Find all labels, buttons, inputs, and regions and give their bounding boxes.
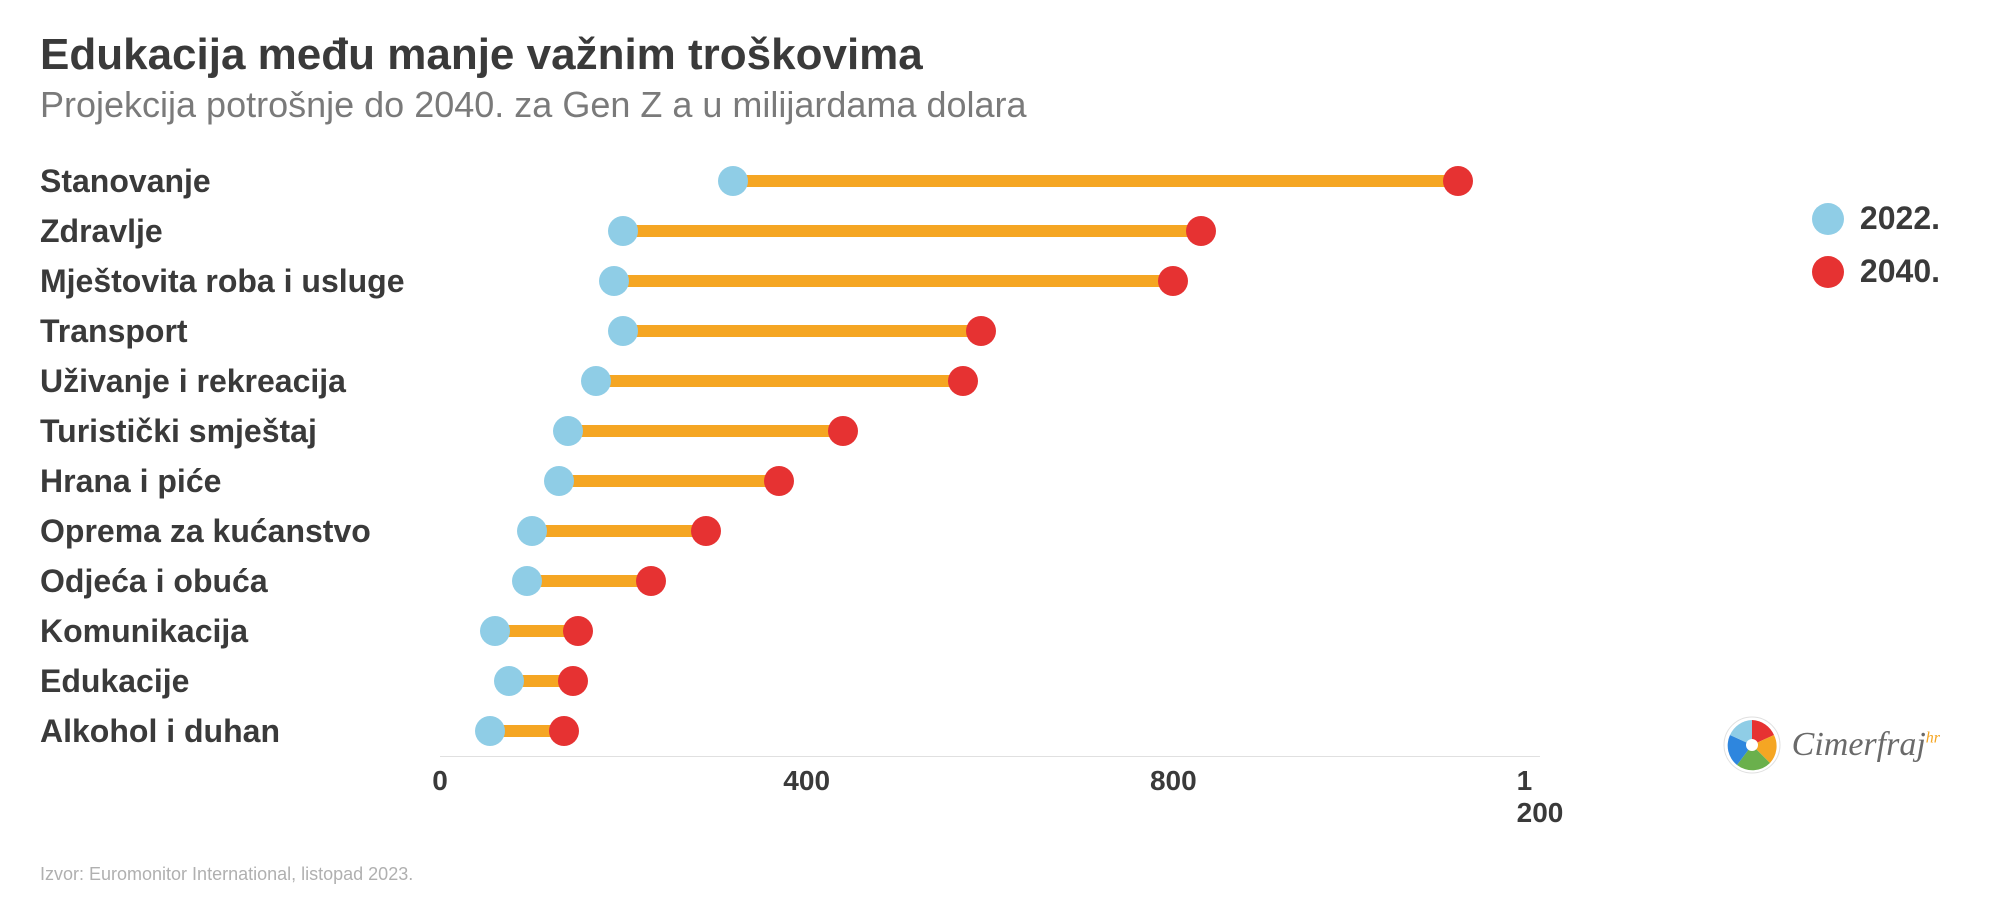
x-tick-label: 400 xyxy=(783,765,830,797)
marker-2040 xyxy=(1158,266,1188,296)
chart-row: Alkohol i duhan xyxy=(40,706,1960,756)
marker-2040 xyxy=(1186,216,1216,246)
marker-2040 xyxy=(966,316,996,346)
marker-2022 xyxy=(494,666,524,696)
connector-bar xyxy=(527,575,651,587)
row-track xyxy=(440,306,1540,356)
marker-2022 xyxy=(475,716,505,746)
marker-2040 xyxy=(948,366,978,396)
chart-row: Mještovita roba i usluge xyxy=(40,256,1960,306)
row-label: Komunikacija xyxy=(40,613,440,650)
row-track xyxy=(440,606,1540,656)
row-track xyxy=(440,356,1540,406)
legend: 2022. 2040. xyxy=(1812,200,1940,306)
x-axis: 04008001 200 xyxy=(440,756,1540,796)
source-text: Izvor: Euromonitor International, listop… xyxy=(40,864,413,885)
marker-2040 xyxy=(764,466,794,496)
row-track xyxy=(440,656,1540,706)
marker-2022 xyxy=(718,166,748,196)
chart-row: Zdravlje xyxy=(40,206,1960,256)
row-label: Alkohol i duhan xyxy=(40,713,440,750)
legend-label: 2022. xyxy=(1860,200,1940,237)
row-track xyxy=(440,506,1540,556)
chart-title: Edukacija među manje važnim troškovima xyxy=(40,30,1960,80)
row-track xyxy=(440,406,1540,456)
marker-2022 xyxy=(608,316,638,346)
logo: Cimerfrajhr xyxy=(1722,715,1940,775)
logo-icon xyxy=(1722,715,1782,775)
row-label: Edukacije xyxy=(40,663,440,700)
legend-item: 2022. xyxy=(1812,200,1940,237)
marker-2022 xyxy=(512,566,542,596)
row-label: Oprema za kućanstvo xyxy=(40,513,440,550)
chart-row: Hrana i piće xyxy=(40,456,1960,506)
row-label: Mještovita roba i usluge xyxy=(40,263,440,300)
chart-row: Edukacije xyxy=(40,656,1960,706)
connector-bar xyxy=(596,375,963,387)
row-label: Stanovanje xyxy=(40,163,440,200)
marker-2040 xyxy=(828,416,858,446)
connector-bar xyxy=(568,425,843,437)
chart-row: Uživanje i rekreacija xyxy=(40,356,1960,406)
connector-bar xyxy=(623,225,1201,237)
row-label: Uživanje i rekreacija xyxy=(40,363,440,400)
chart-row: Turistički smještaj xyxy=(40,406,1960,456)
chart-row: Transport xyxy=(40,306,1960,356)
row-track xyxy=(440,556,1540,606)
chart-row: Komunikacija xyxy=(40,606,1960,656)
row-track xyxy=(440,706,1540,756)
x-tick-label: 0 xyxy=(432,765,448,797)
connector-bar xyxy=(532,525,706,537)
x-tick-label: 1 200 xyxy=(1517,765,1564,829)
chart-row: Oprema za kućanstvo xyxy=(40,506,1960,556)
connector-bar xyxy=(559,475,779,487)
chart-area: Stanovanje Zdravlje Mještovita roba i uslu… xyxy=(40,156,1960,796)
legend-marker xyxy=(1812,256,1844,288)
legend-marker xyxy=(1812,203,1844,235)
row-track xyxy=(440,456,1540,506)
row-label: Hrana i piće xyxy=(40,463,440,500)
row-label: Zdravlje xyxy=(40,213,440,250)
marker-2022 xyxy=(581,366,611,396)
marker-2022 xyxy=(608,216,638,246)
logo-text: Cimerfrajhr xyxy=(1792,726,1940,764)
legend-label: 2040. xyxy=(1860,253,1940,290)
connector-bar xyxy=(623,325,981,337)
row-track xyxy=(440,206,1540,256)
marker-2040 xyxy=(691,516,721,546)
marker-2022 xyxy=(480,616,510,646)
marker-2022 xyxy=(599,266,629,296)
row-label: Transport xyxy=(40,313,440,350)
row-track xyxy=(440,256,1540,306)
chart-subtitle: Projekcija potrošnje do 2040. za Gen Z a… xyxy=(40,84,1960,126)
marker-2040 xyxy=(558,666,588,696)
marker-2040 xyxy=(636,566,666,596)
chart-row: Stanovanje xyxy=(40,156,1960,206)
marker-2022 xyxy=(544,466,574,496)
marker-2022 xyxy=(553,416,583,446)
connector-bar xyxy=(614,275,1173,287)
marker-2040 xyxy=(563,616,593,646)
legend-item: 2040. xyxy=(1812,253,1940,290)
x-tick-label: 800 xyxy=(1150,765,1197,797)
row-label: Odjeća i obuća xyxy=(40,563,440,600)
connector-bar xyxy=(733,175,1457,187)
chart-row: Odjeća i obuća xyxy=(40,556,1960,606)
row-track xyxy=(440,156,1540,206)
row-label: Turistički smještaj xyxy=(40,413,440,450)
marker-2040 xyxy=(1443,166,1473,196)
marker-2022 xyxy=(517,516,547,546)
marker-2040 xyxy=(549,716,579,746)
